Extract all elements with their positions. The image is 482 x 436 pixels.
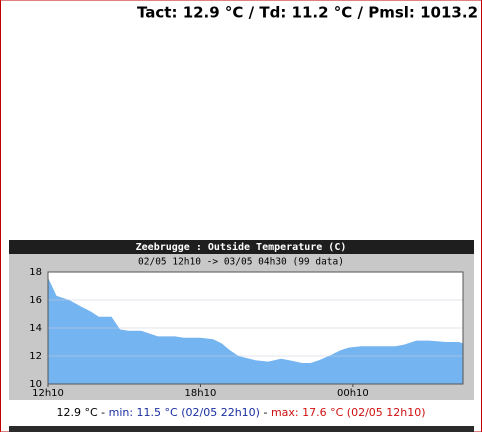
- next-panel: [9, 426, 474, 432]
- current: 12.9 °C: [56, 406, 97, 419]
- y-tick-label: 10: [29, 379, 42, 390]
- footer: 12.9 °C - min: 11.5 °C (02/05 22h10) - m…: [56, 406, 425, 419]
- plot-frame: [47, 271, 464, 385]
- title-bar: [9, 240, 474, 254]
- min: min: 11.5 °C (02/05 22h10): [109, 406, 260, 419]
- y-tick-label: 18: [29, 267, 42, 278]
- chart-title: Zeebrugge : Outside Temperature (C): [136, 241, 347, 253]
- y-tick-label: 12: [29, 351, 42, 362]
- separator: -: [263, 406, 267, 419]
- area: [48, 277, 463, 384]
- max: max: 17.6 °C (02/05 12h10): [271, 406, 426, 419]
- y-tick-label: 16: [29, 295, 42, 306]
- separator: -: [101, 406, 105, 419]
- x-tick-label: 00h10: [337, 388, 369, 399]
- chart-subtitle: 02/05 12h10 -> 03/05 04h30 (99 data): [138, 257, 344, 268]
- x-tick-label: 18h10: [185, 388, 217, 399]
- x-tick-label: 12h10: [32, 388, 64, 399]
- y-tick-label: 14: [29, 323, 42, 334]
- header: Tact: 12.9 °C / Td: 11.2 °C / Pmsl: 1013…: [137, 4, 478, 22]
